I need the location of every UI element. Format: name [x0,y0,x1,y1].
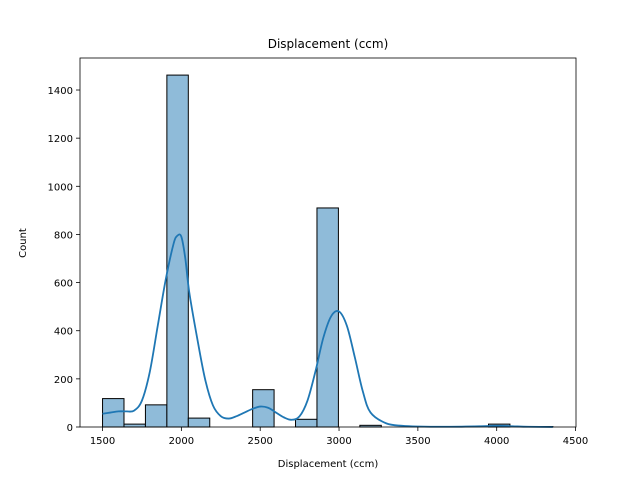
y-tick-label: 1000 [48,182,73,193]
y-tick-label: 1400 [48,86,73,97]
histogram-bar [123,423,146,428]
histogram-bar [144,404,168,428]
x-tick-label: 2500 [247,436,272,447]
histogram-bar [316,207,339,428]
x-tick-label: 1500 [90,436,115,447]
x-tick-label: 4500 [563,436,588,447]
histogram-bar [295,418,318,428]
bars-group [102,74,554,428]
plot-frame [79,57,577,428]
y-tick-label: 400 [54,327,73,338]
y-tick-label: 1200 [48,134,73,145]
x-axis: 1500 2000 2500 3000 3500 4000 4500 [90,427,588,447]
y-tick-label: 800 [54,230,73,241]
x-tick-label: 3500 [405,436,430,447]
y-tick-label: 0 [67,423,73,434]
kde-curve [102,233,553,428]
x-tick-label: 3000 [326,436,351,447]
y-axis: 0 200 400 600 800 1000 1200 1400 [48,86,80,434]
chart-title: Displacement (ccm) [268,37,389,51]
x-tick-label: 2000 [169,436,194,447]
y-tick-label: 200 [54,375,73,386]
y-axis-label: Count [18,228,29,258]
histogram-bar [187,417,211,428]
y-tick-label: 600 [54,279,73,290]
x-tick-label: 4000 [484,436,509,447]
x-axis-label: Displacement (ccm) [278,459,379,470]
